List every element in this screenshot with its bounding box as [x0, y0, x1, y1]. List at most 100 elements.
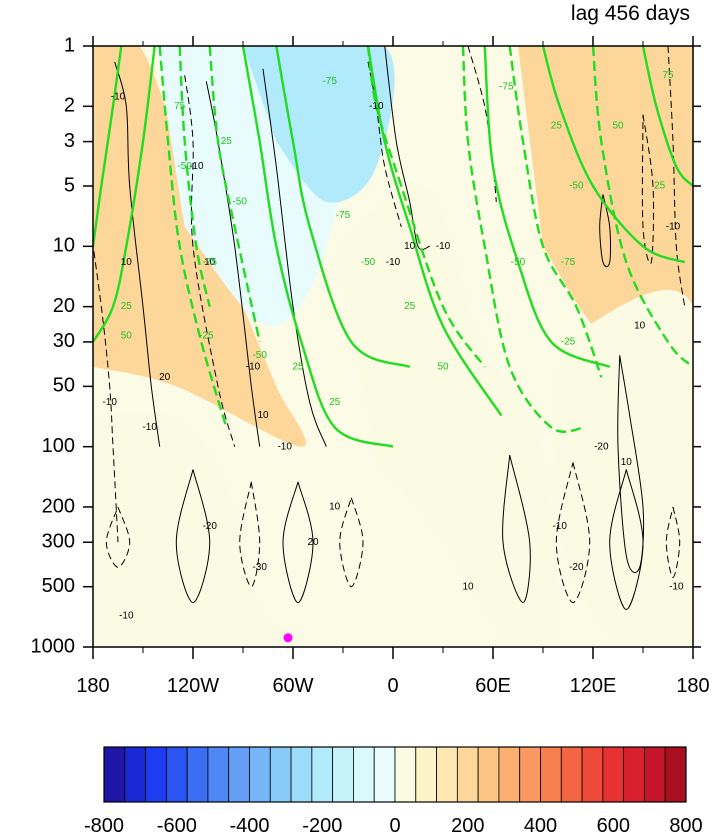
green-contour-layer [93, 46, 693, 448]
colorbar-box-2 [145, 746, 167, 803]
colorbar-box-20 [519, 746, 541, 803]
contour-label-35: 50 [121, 331, 133, 342]
contour-label-18: -10 [277, 441, 292, 452]
contour-label-31: -75 [202, 257, 217, 268]
x-tick-label-3: 0 [387, 675, 398, 697]
green-contour-5 [241, 46, 394, 448]
shading-region-3 [243, 46, 395, 203]
shading-region-4 [334, 184, 561, 647]
colorbar-box-18 [477, 746, 500, 803]
y-tick-label-0: 1 [64, 34, 75, 56]
contour-label-20: -20 [569, 562, 584, 573]
contour-label-12: -10 [142, 422, 157, 433]
y-tick-label-5: 20 [53, 295, 75, 317]
black-contour-18 [555, 462, 591, 604]
shading-layer [93, 46, 693, 647]
marker-layer [283, 633, 293, 643]
contour-label-2: -10 [102, 397, 117, 408]
colorbar-label-7: 600 [597, 815, 630, 837]
colorbar-box-25 [623, 746, 645, 803]
contour-label-7: -10 [369, 101, 384, 112]
contour-label-17: 10 [329, 502, 341, 513]
contour-label-37: -75 [322, 76, 337, 87]
black-contour-2 [184, 75, 236, 447]
black-contour-20 [665, 506, 681, 579]
contour-label-47: 25 [551, 120, 563, 131]
colorbar-box-19 [498, 746, 521, 803]
green-contour-8 [366, 46, 503, 417]
colorbar-box-1 [124, 746, 146, 803]
green-contour-13 [541, 46, 686, 264]
green-contour-14 [641, 46, 693, 187]
contour-label-25: -20 [594, 441, 609, 452]
contour-label-44: -50 [511, 257, 526, 268]
contour-label-50: 75 [662, 70, 674, 81]
black-contour-19 [609, 469, 644, 611]
contour-label-39: -50 [361, 257, 376, 268]
black-contour-16 [339, 495, 364, 588]
y-tick-label-8: 100 [42, 435, 75, 457]
contour-label-16: 20 [307, 537, 319, 548]
contour-label-43: -75 [499, 82, 514, 93]
black-contour-4 [262, 68, 327, 447]
contour-label-1: 10 [121, 257, 133, 268]
black-contour-8 [667, 46, 686, 307]
green-contour-10 [483, 46, 611, 369]
colorbar-label-5: 200 [451, 815, 484, 837]
x-axis: 180 120W 60W 0 60E 120E 180 [76, 36, 710, 697]
colorbar-box-11 [332, 746, 354, 803]
colorbar-box-15 [415, 746, 437, 803]
black-contour-10 [641, 114, 655, 265]
black-contour-12 [105, 505, 131, 568]
black-contour-1 [93, 241, 119, 543]
contour-label-5: 10 [257, 410, 269, 421]
contour-label-6: -10 [246, 362, 261, 373]
contour-label-29: 25 [221, 136, 233, 147]
contour-label-42: 25 [329, 397, 341, 408]
y-tick-label-1: 2 [64, 95, 75, 117]
colorbar-box-21 [540, 746, 562, 803]
y-tick-label-12: 1000 [31, 635, 76, 657]
contour-label-28: 75 [174, 101, 186, 112]
contour-label-8: 10 [404, 241, 416, 252]
x-tick-label-0: 180 [76, 675, 109, 697]
contour-label-38: -75 [336, 210, 351, 221]
black-contour-9 [599, 194, 612, 268]
colorbar-box-5 [207, 746, 230, 803]
chart-title: lag 456 days [571, 2, 690, 25]
contour-label-10: -10 [666, 222, 681, 233]
colorbar-box-10 [311, 746, 334, 803]
colorbar-box-22 [560, 746, 583, 803]
colorbar-label-6: 400 [524, 815, 557, 837]
contour-label-45: -75 [561, 257, 576, 268]
black-contour-17 [502, 454, 531, 604]
contour-label-48: -50 [569, 181, 584, 192]
contour-label-49: 50 [612, 120, 624, 131]
contour-label-34: 25 [292, 362, 304, 373]
x-tick-label-4: 60E [475, 675, 511, 697]
colorbar-box-13 [373, 746, 396, 803]
x-tick-label-2: 60W [272, 675, 313, 697]
contour-label-24: -10 [436, 241, 451, 252]
contour-label-4: 10 [204, 257, 216, 268]
shading-region-7 [93, 410, 296, 647]
colorbar-box-16 [436, 746, 458, 803]
contour-label-19: 10 [462, 581, 474, 592]
colorbar-label-2: -400 [229, 815, 269, 837]
green-contour-6 [275, 46, 411, 369]
colorbar-box-14 [394, 746, 417, 803]
colorbar-box-7 [249, 746, 271, 803]
y-tick-label-9: 200 [42, 495, 75, 517]
black-contour-14 [239, 481, 261, 588]
colorbar-label-1: -600 [157, 815, 197, 837]
green-contour-12 [591, 46, 693, 368]
y-axis: 1 2 3 5 10 20 30 50 100 200 300 500 1000 [31, 34, 701, 657]
colorbar-box-6 [228, 746, 250, 803]
contour-label-22: -10 [669, 581, 684, 592]
colorbar-box-24 [602, 746, 625, 803]
contour-label-27: -50 [177, 161, 192, 172]
shading-region-8 [551, 290, 693, 647]
green-contour-1 [93, 46, 156, 343]
contour-label-30: -50 [232, 197, 247, 208]
